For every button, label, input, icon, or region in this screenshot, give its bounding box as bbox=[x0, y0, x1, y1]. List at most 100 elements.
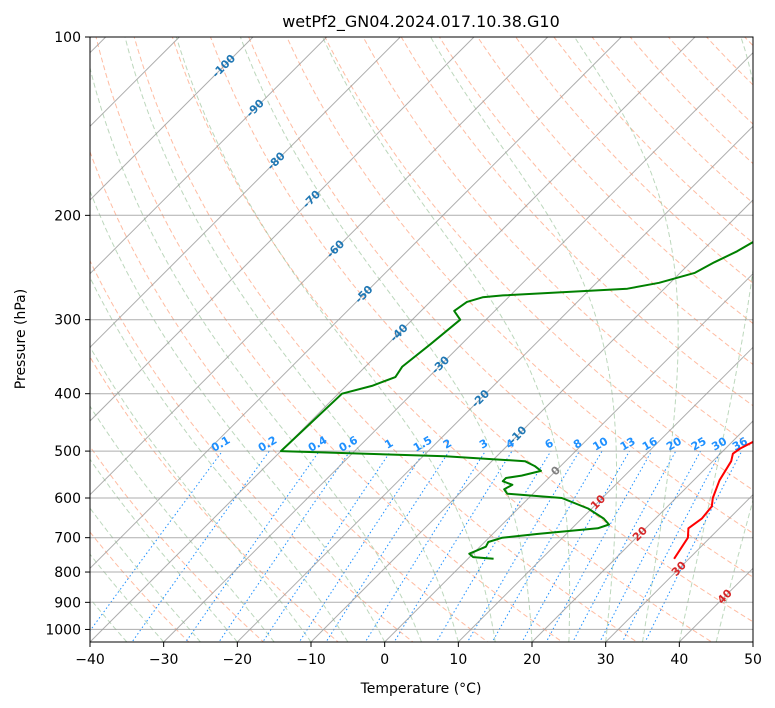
isotherm-line bbox=[605, 493, 753, 642]
dewpoint-line bbox=[279, 240, 753, 560]
dry-adiabat bbox=[90, 356, 339, 642]
isotherm-line bbox=[90, 37, 696, 642]
y-tick-label: 300 bbox=[54, 313, 81, 329]
isotherm-line bbox=[310, 199, 753, 642]
x-axis-title: Temperature (°C) bbox=[360, 681, 482, 697]
moist-adiabat bbox=[90, 507, 201, 642]
dry-adiabat bbox=[90, 445, 265, 642]
mixing-ratio-line bbox=[435, 450, 552, 642]
isotherm-line bbox=[236, 125, 753, 642]
moist-adiabat bbox=[90, 458, 238, 642]
dry-adiabat bbox=[90, 259, 414, 642]
dry-adiabat bbox=[553, 37, 753, 244]
isotherm-line bbox=[678, 567, 753, 642]
moist-adiabat bbox=[175, 37, 496, 642]
y-tick-label: 1000 bbox=[45, 622, 81, 638]
moist-adiabat bbox=[90, 276, 349, 642]
moist-adiabat bbox=[322, 37, 571, 642]
mixing-ratio-line bbox=[599, 450, 701, 642]
x-tick-label: −30 bbox=[149, 652, 179, 668]
y-tick-label: 800 bbox=[54, 565, 81, 581]
x-tick-label: −20 bbox=[223, 652, 253, 668]
mixing-ratio-line bbox=[644, 450, 743, 642]
mixing-ratio-line bbox=[218, 450, 351, 642]
isotherm-line bbox=[163, 51, 753, 642]
moist-adiabat bbox=[90, 189, 386, 642]
dry-adiabat bbox=[90, 531, 190, 642]
dry-adiabat bbox=[133, 37, 638, 642]
y-axis-title: Pressure (hPa) bbox=[13, 289, 29, 389]
y-tick-label: 200 bbox=[54, 208, 81, 224]
isotherm-line bbox=[90, 37, 328, 275]
dry-adiabat bbox=[286, 37, 753, 534]
moist-adiabat bbox=[90, 345, 312, 642]
mixing-ratio-line bbox=[491, 450, 603, 642]
x-tick-label: 30 bbox=[597, 652, 615, 668]
plot-frame bbox=[89, 36, 754, 643]
isotherm-line bbox=[752, 641, 753, 642]
x-tick-label: 10 bbox=[449, 652, 467, 668]
isotherm-line bbox=[90, 37, 475, 422]
dry-adiabat bbox=[90, 150, 489, 642]
mixing-ratio-line bbox=[262, 450, 392, 642]
dry-adiabat bbox=[667, 37, 753, 125]
background-lines bbox=[90, 10, 775, 654]
isotherm-line bbox=[384, 272, 753, 642]
y-tick-label: 400 bbox=[54, 387, 81, 403]
profile-lines bbox=[279, 240, 753, 560]
dry-adiabat bbox=[400, 37, 753, 407]
isotherm-line bbox=[457, 346, 753, 642]
x-tick-label: 40 bbox=[670, 652, 688, 668]
pressure-grid bbox=[90, 37, 753, 630]
dry-adiabat bbox=[756, 10, 775, 654]
dry-adiabat bbox=[95, 37, 564, 642]
y-tick-label: 600 bbox=[54, 491, 81, 507]
y-tick-label: 900 bbox=[54, 595, 81, 611]
x-tick-label: 0 bbox=[380, 652, 389, 668]
mixing-ratio-line bbox=[298, 450, 425, 642]
mixing-ratio-line bbox=[545, 450, 653, 642]
moist-adiabat bbox=[124, 37, 459, 642]
mixing-ratio-label: 2 bbox=[441, 437, 454, 452]
isotherm-line bbox=[90, 37, 549, 496]
dry-adiabat bbox=[591, 37, 753, 204]
isotherm-line bbox=[90, 37, 401, 349]
moist-adiabat bbox=[715, 498, 753, 642]
y-tick-label: 500 bbox=[54, 444, 81, 460]
moist-adiabat bbox=[574, 37, 679, 642]
mixing-ratio-line bbox=[185, 450, 320, 642]
dry-adiabat bbox=[705, 37, 753, 86]
dry-adiabat bbox=[476, 37, 753, 325]
mixing-ratio-line bbox=[325, 450, 450, 642]
moist-adiabat bbox=[90, 405, 275, 642]
x-tick-label: 50 bbox=[744, 652, 762, 668]
dry-adiabat bbox=[743, 37, 753, 47]
dry-adiabat bbox=[362, 37, 753, 449]
moist-adiabat bbox=[239, 37, 533, 642]
mixing-ratio-label: 6 bbox=[543, 436, 556, 451]
x-tick-label: −10 bbox=[296, 652, 326, 668]
mixing-ratio-line bbox=[621, 450, 722, 642]
dry-adiabat bbox=[629, 37, 753, 165]
temperature-line bbox=[673, 440, 753, 560]
mixing-ratio-line bbox=[466, 450, 580, 642]
y-axis: 100 200 300 400 500 600 700 800 900 1000 bbox=[45, 30, 90, 638]
isotherm-line bbox=[90, 37, 622, 570]
mixing-ratio-line bbox=[131, 450, 270, 642]
isotherm-line bbox=[531, 420, 753, 642]
y-tick-label: 100 bbox=[54, 30, 81, 46]
isotherm-line bbox=[90, 37, 254, 201]
dry-adiabat bbox=[515, 37, 753, 284]
mixing-ratio-line bbox=[393, 450, 513, 642]
moist-adiabat bbox=[678, 37, 753, 642]
moist-adiabat bbox=[90, 65, 422, 642]
dry-adiabat bbox=[171, 37, 713, 642]
y-tick-label: 700 bbox=[54, 531, 81, 547]
moist-adiabat bbox=[430, 37, 617, 642]
x-tick-label: −40 bbox=[75, 652, 105, 668]
chart-title: wetPf2_GN04.2024.017.10.38.G10 bbox=[282, 12, 560, 32]
x-axis: −40 −30 −20 −10 0 10 20 30 40 50 bbox=[75, 642, 762, 668]
dry-adiabat bbox=[209, 37, 753, 623]
